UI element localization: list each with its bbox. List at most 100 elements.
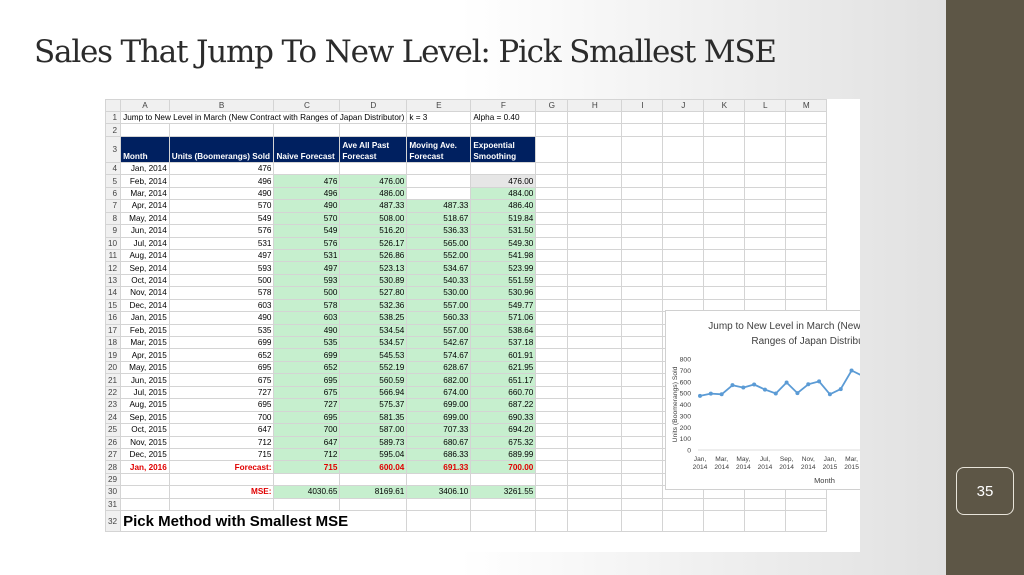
cell[interactable] [621,110,664,125]
cell[interactable] [621,510,664,533]
cell-moving[interactable]: 699.00 [406,398,472,412]
cell[interactable] [621,373,664,387]
cell-moving[interactable]: 682.00 [406,373,472,387]
row-number[interactable]: 23 [105,398,122,412]
cell[interactable] [567,211,623,226]
cell[interactable] [703,248,746,263]
cell[interactable] [339,472,408,487]
cell-exp[interactable]: 571.06 [470,311,537,325]
cell-units[interactable]: 727 [168,385,275,400]
cell[interactable] [567,135,623,163]
cell-month[interactable]: Oct, 2015 [120,423,170,437]
cell-units[interactable]: 497 [168,248,275,263]
cell[interactable] [567,472,623,487]
cell[interactable] [621,460,664,474]
cell-exp[interactable]: 549.77 [470,298,537,313]
cell-exp[interactable]: 690.33 [470,410,537,425]
cell[interactable] [621,273,664,288]
cell-units[interactable]: 476 [168,161,275,176]
cell-ave[interactable]: 581.35 [339,410,408,425]
cell[interactable] [535,373,569,387]
cell-ave[interactable]: 526.86 [339,248,408,263]
column-header[interactable]: J [662,99,705,112]
cell[interactable] [535,398,569,412]
cell-naive[interactable]: 695 [273,410,341,425]
cell[interactable] [567,385,623,400]
row-number[interactable]: 10 [105,236,122,250]
cell-forecast-naive[interactable]: 715 [273,460,341,474]
cell-month[interactable]: Jul, 2014 [120,236,170,250]
cell[interactable] [168,497,275,512]
cell-forecast-month[interactable]: Jan, 2016 [120,460,170,474]
row-number[interactable]: 19 [105,348,122,362]
cell[interactable] [535,211,569,226]
cell[interactable] [785,110,828,125]
cell[interactable] [339,497,408,512]
cell[interactable] [662,261,705,275]
cell[interactable] [785,261,828,275]
cell-ave[interactable]: 486.00 [339,186,408,201]
cell-moving[interactable]: 628.67 [406,360,472,375]
cell-naive[interactable]: 578 [273,298,341,313]
cell-units[interactable]: 578 [168,286,275,300]
cell[interactable] [621,161,664,176]
cell-ave[interactable]: 527.80 [339,286,408,300]
cell[interactable] [535,135,569,163]
cell-moving[interactable]: 680.67 [406,435,472,449]
cell[interactable] [567,485,623,499]
cell-month[interactable]: Apr, 2014 [120,199,170,213]
cell-exp[interactable]: 660.70 [470,385,537,400]
column-header[interactable]: K [703,99,746,112]
header-naive[interactable]: Naive Forecast [273,135,341,163]
cell-month[interactable]: Sep, 2014 [120,261,170,275]
cell-moving[interactable]: 565.00 [406,236,472,250]
cell[interactable] [567,123,623,137]
cell-month[interactable]: Nov, 2015 [120,435,170,449]
cell-exp[interactable]: 551.59 [470,273,537,288]
cell-ave[interactable]: 538.25 [339,311,408,325]
cell[interactable] [535,472,569,487]
header-moving[interactable]: Moving Ave. Forecast [406,135,472,163]
cell-footer-note[interactable]: Pick Method with Smallest MSE [120,510,408,533]
cell-naive[interactable]: 576 [273,236,341,250]
cell[interactable] [567,510,623,533]
cell-units[interactable]: 570 [168,199,275,213]
cell[interactable] [785,135,828,163]
cell[interactable] [535,236,569,250]
column-header[interactable]: H [567,99,623,112]
cell-units[interactable]: 675 [168,373,275,387]
cell[interactable] [567,261,623,275]
cell-exp[interactable]: 651.17 [470,373,537,387]
cell-moving[interactable]: 560.33 [406,311,472,325]
cell-ave[interactable]: 523.13 [339,261,408,275]
cell[interactable] [785,273,828,288]
cell-moving[interactable]: 542.67 [406,335,472,350]
cell[interactable] [567,110,623,125]
line-chart[interactable]: Jump to New Level in March (New Contract… [665,310,860,490]
row-number[interactable]: 14 [105,286,122,300]
cell-month[interactable]: Jul, 2015 [120,385,170,400]
cell[interactable] [621,298,664,313]
cell-moving[interactable]: 540.33 [406,273,472,288]
row-number[interactable]: 21 [105,373,122,387]
cell-ave[interactable]: 552.19 [339,360,408,375]
cell-forecast-exp[interactable]: 700.00 [470,460,537,474]
cell[interactable] [567,224,623,238]
cell[interactable] [567,248,623,263]
cell-ave[interactable]: 487.33 [339,199,408,213]
cell-month[interactable]: Jan, 2014 [120,161,170,176]
cell[interactable] [744,110,787,125]
cell[interactable] [662,236,705,250]
cell-mse-naive[interactable]: 4030.65 [273,485,341,499]
row-number[interactable]: 2 [105,123,122,137]
cell[interactable] [703,224,746,238]
cell-naive[interactable]: 675 [273,385,341,400]
cell[interactable] [662,135,705,163]
cell[interactable] [567,423,623,437]
cell[interactable] [535,110,569,125]
cell[interactable] [703,510,746,533]
row-number[interactable]: 6 [105,186,122,201]
cell[interactable] [406,123,472,137]
cell[interactable] [567,348,623,362]
row-number[interactable]: 20 [105,360,122,375]
